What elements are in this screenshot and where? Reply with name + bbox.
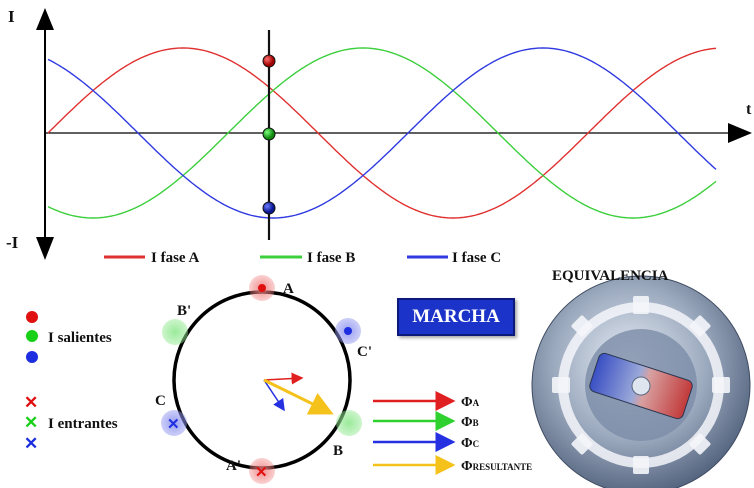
flux-legend: ΦA ΦB ΦC ΦRESULTANTE bbox=[373, 391, 532, 475]
legend-label-phase-c: I fase C bbox=[452, 250, 501, 266]
phase-a-sample-dot bbox=[262, 54, 276, 68]
phase-c-current-wave bbox=[47, 47, 717, 219]
incoming-cross-red: ✕ bbox=[24, 393, 38, 412]
waveform-plot: I -I t bbox=[6, 7, 752, 260]
phase-b-sample-dot bbox=[262, 127, 276, 141]
flux-legend-label-a: ΦA bbox=[461, 395, 480, 410]
stator-winding-diagram: A ✕ A' B' B C' ✕ C bbox=[155, 275, 372, 484]
stator-ring bbox=[172, 290, 352, 470]
equivalent-motor-illustration bbox=[531, 275, 751, 488]
outgoing-dot-green bbox=[26, 330, 38, 342]
y-axis-bottom-label: -I bbox=[6, 233, 19, 252]
coil-b-glow bbox=[336, 410, 362, 436]
coil-a-prime-cross-icon: ✕ bbox=[255, 465, 268, 481]
flux-legend-label-c: ΦC bbox=[461, 436, 479, 451]
phase-b-current-wave bbox=[47, 47, 717, 219]
coil-a-label: A bbox=[283, 281, 294, 297]
phase-a-current-wave bbox=[47, 47, 717, 219]
coil-c-label: C bbox=[155, 393, 166, 409]
x-axis-arrow bbox=[728, 123, 752, 143]
legend-label-phase-b: I fase B bbox=[307, 250, 355, 266]
y-axis-top-label: I bbox=[8, 7, 15, 26]
flux-vector-c bbox=[263, 379, 285, 412]
incoming-cross-blue: ✕ bbox=[24, 434, 38, 453]
outgoing-dot-red bbox=[26, 311, 38, 323]
flux-vector-a bbox=[263, 372, 304, 385]
coil-a-dot-icon bbox=[258, 284, 266, 292]
y-axis-arrow-down bbox=[36, 237, 54, 260]
coil-c-prime-dot-icon bbox=[344, 327, 352, 335]
motor-stator-slots bbox=[552, 296, 730, 474]
current-direction-legend: I salientes ✕ ✕ ✕ I entrantes bbox=[24, 311, 118, 453]
flux-vector-resultant bbox=[263, 378, 334, 415]
outgoing-currents-label: I salientes bbox=[48, 330, 112, 346]
phase-legend: I fase A I fase B I fase C bbox=[104, 250, 501, 266]
flux-legend-label-b: ΦB bbox=[461, 415, 479, 430]
incoming-cross-green: ✕ bbox=[24, 413, 38, 432]
marcha-badge: MARCHA bbox=[397, 298, 515, 336]
coil-a-prime-glow bbox=[249, 458, 275, 484]
coil-a-prime-label: A' bbox=[226, 458, 241, 474]
y-axis-arrow-up bbox=[36, 8, 54, 30]
legend-label-phase-a: I fase A bbox=[151, 250, 200, 266]
equivalencia-title: EQUIVALENCIA bbox=[552, 268, 669, 284]
flux-legend-label-resultant: ΦRESULTANTE bbox=[461, 459, 532, 474]
phase-c-sample-dot bbox=[262, 201, 276, 215]
coil-c-glow bbox=[161, 410, 187, 436]
outgoing-dot-blue bbox=[26, 351, 38, 363]
incoming-currents-label: I entrantes bbox=[48, 416, 118, 432]
coil-b-prime-label: B' bbox=[177, 303, 191, 319]
motor-shaft bbox=[631, 376, 651, 396]
coil-c-prime-label: C' bbox=[357, 344, 372, 360]
coil-b-label: B bbox=[333, 443, 343, 459]
coil-b-prime-glow bbox=[162, 319, 188, 345]
coil-c-cross-icon: ✕ bbox=[167, 417, 180, 433]
x-axis-label: t bbox=[746, 101, 752, 118]
